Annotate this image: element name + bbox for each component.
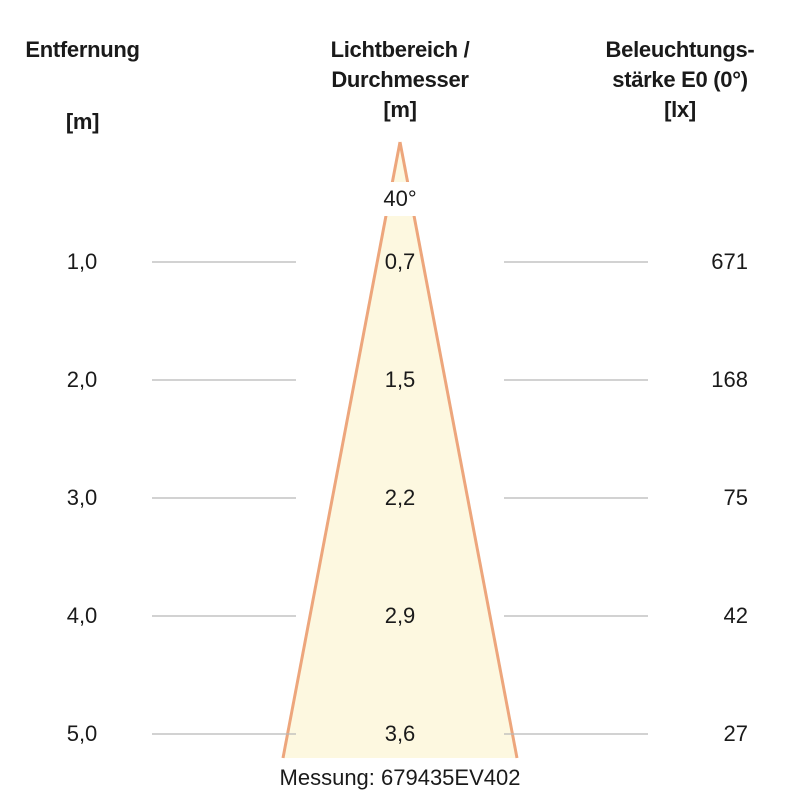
distance-value: 3,0 <box>66 485 98 510</box>
illuminance-value: 42 <box>723 603 748 628</box>
header-illuminance-unit: [lx] <box>664 97 696 122</box>
angle-label-gap <box>360 182 440 216</box>
cone-edge-right <box>398 141 519 759</box>
header-diameter-unit: [m] <box>383 97 417 122</box>
guide-lines <box>152 261 648 735</box>
header-distance-title: Entfernung <box>25 37 140 62</box>
header-illuminance-line2: stärke E0 (0°) <box>612 67 748 92</box>
header-illuminance-line1: Beleuchtungs- <box>605 37 755 62</box>
distance-value: 2,0 <box>66 367 98 392</box>
measurement-id: Messung: 679435EV402 <box>279 765 521 790</box>
diameter-value: 2,9 <box>384 603 416 628</box>
distance-value: 5,0 <box>66 721 98 746</box>
cone-edge-left <box>281 141 402 759</box>
header-diameter-line1: Lichtbereich / <box>330 37 470 62</box>
illuminance-value: 75 <box>723 485 748 510</box>
diameter-value: 3,6 <box>384 721 416 746</box>
beam-angle-label: 40° <box>383 186 417 211</box>
distance-value: 1,0 <box>66 249 98 274</box>
header-diameter-line2: Durchmesser <box>331 67 469 92</box>
diameter-value: 0,7 <box>384 249 416 274</box>
light-cone <box>283 142 517 758</box>
illuminance-value: 671 <box>711 249 748 274</box>
header-distance-unit: [m] <box>65 109 100 134</box>
illuminance-value: 168 <box>711 367 748 392</box>
header-illuminance: Beleuchtungs- stärke E0 (0°) [lx] <box>585 35 775 125</box>
illuminance-value: 27 <box>723 721 748 746</box>
diameter-value: 2,2 <box>384 485 416 510</box>
header-diameter: Lichtbereich / Durchmesser [m] <box>300 35 500 125</box>
diameter-value: 1,5 <box>384 367 416 392</box>
header-distance: Entfernung [m] <box>10 35 155 137</box>
distance-value: 4,0 <box>66 603 98 628</box>
